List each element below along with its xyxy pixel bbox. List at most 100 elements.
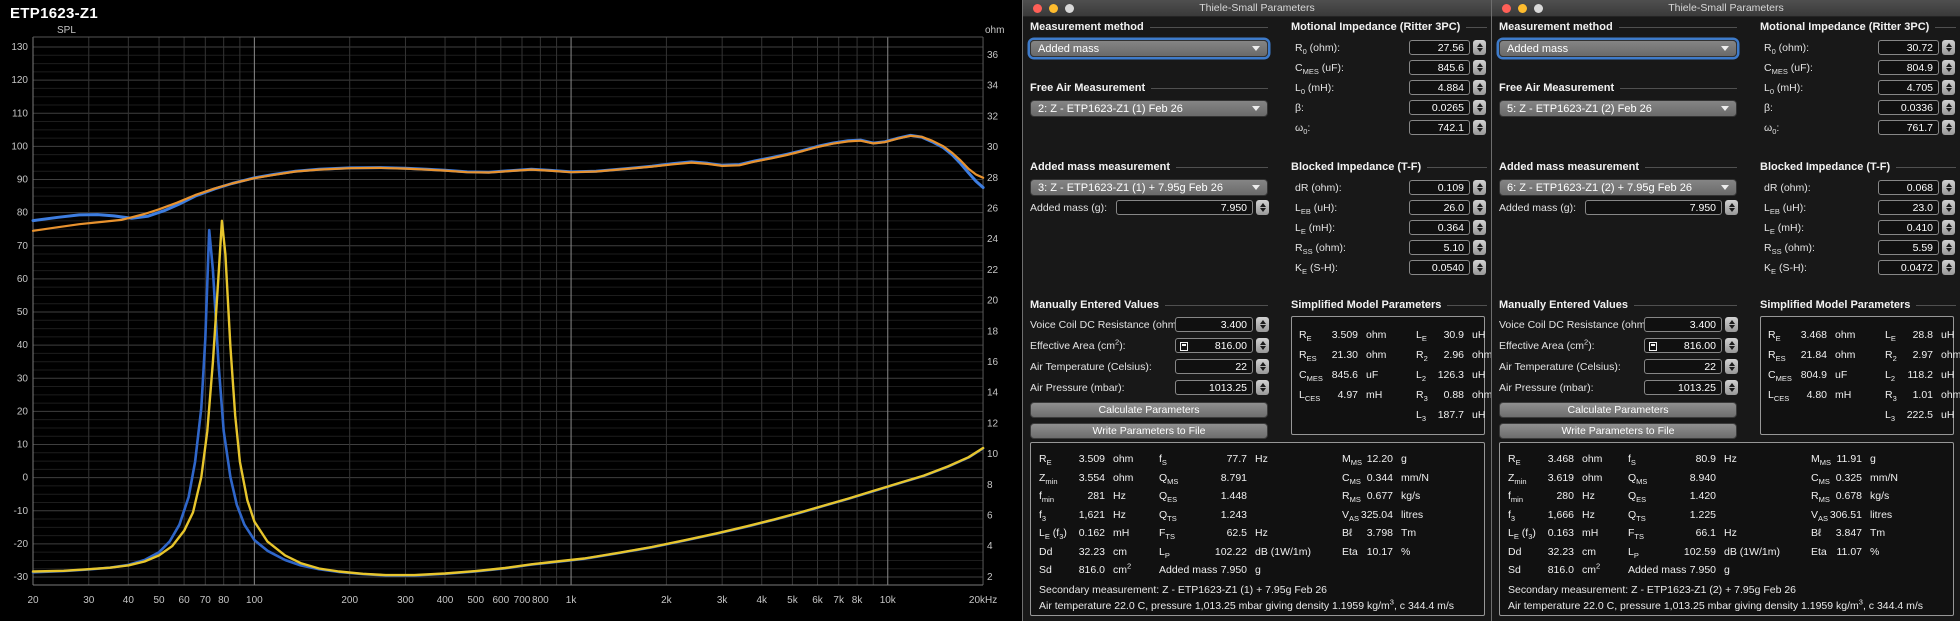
stepper-control[interactable]	[1942, 60, 1955, 75]
stepper-control[interactable]	[1473, 220, 1486, 235]
stepper-control[interactable]	[1473, 100, 1486, 115]
minimize-button[interactable]	[1518, 4, 1527, 13]
stepper-control[interactable]	[1473, 80, 1486, 95]
added-mass-measurement-select[interactable]: 3: Z - ETP1623-Z1 (1) + 7.95g Feb 26	[1030, 179, 1268, 196]
stepper-control[interactable]	[1473, 120, 1486, 135]
ke-input[interactable]: 0.0472	[1878, 260, 1939, 275]
stepper-control[interactable]	[1942, 200, 1955, 215]
omega0-input[interactable]: 761.7	[1878, 120, 1939, 135]
calculate-parameters-button[interactable]: Calculate Parameters	[1499, 402, 1737, 418]
r0-input[interactable]: 27.56	[1409, 40, 1470, 55]
air-pressure-input[interactable]: 1013.25	[1175, 380, 1253, 395]
omega0-input[interactable]: 742.1	[1409, 120, 1470, 135]
chevron-down-icon	[1259, 388, 1266, 392]
free-air-measurement-select[interactable]: 5: Z - ETP1623-Z1 (2) Feb 26	[1499, 100, 1737, 117]
leb-input[interactable]: 26.0	[1409, 200, 1470, 215]
le-input[interactable]: 0.364	[1409, 220, 1470, 235]
result-value: 816.0	[1078, 564, 1105, 576]
air-temperature-input[interactable]: 22	[1175, 359, 1253, 374]
close-button[interactable]	[1033, 4, 1042, 13]
beta-input[interactable]: 0.0265	[1409, 100, 1470, 115]
stepper-control[interactable]	[1256, 380, 1269, 395]
leb-input[interactable]: 23.0	[1878, 200, 1939, 215]
le-input[interactable]: 0.410	[1878, 220, 1939, 235]
stepper-control[interactable]	[1725, 359, 1738, 374]
stepper-control[interactable]	[1942, 120, 1955, 135]
stepper-control[interactable]	[1725, 317, 1738, 332]
result-unit: g	[1401, 453, 1407, 465]
measurement-method-select[interactable]: Added mass	[1030, 40, 1268, 57]
stepper-control[interactable]	[1473, 260, 1486, 275]
calculate-parameters-button[interactable]: Calculate Parameters	[1030, 402, 1268, 418]
result-value: 325.04	[1360, 509, 1393, 521]
cmes-input[interactable]: 804.9	[1878, 60, 1939, 75]
field-value: 0.410	[1906, 221, 1933, 234]
stepper-control[interactable]	[1473, 240, 1486, 255]
chevron-down-icon	[1945, 228, 1952, 232]
result-label: QTS	[1628, 509, 1646, 524]
stepper-control[interactable]	[1256, 338, 1269, 353]
rss-input[interactable]: 5.59	[1878, 240, 1939, 255]
air-temperature-input[interactable]: 22	[1644, 359, 1722, 374]
stepper-control[interactable]	[1473, 180, 1486, 195]
added-mass-measurement-select[interactable]: 6: Z - ETP1623-Z1 (2) + 7.95g Feb 26	[1499, 179, 1737, 196]
beta-input[interactable]: 0.0336	[1878, 100, 1939, 115]
stepper-control[interactable]	[1473, 200, 1486, 215]
param-unit: uH	[1472, 409, 1486, 421]
rss-input[interactable]: 5.10	[1409, 240, 1470, 255]
zoom-button[interactable]	[1534, 4, 1543, 13]
left-column: Measurement method Added mass Free Air Mea…	[1030, 0, 1269, 621]
stepper-control[interactable]	[1473, 60, 1486, 75]
result-label: FTS	[1628, 527, 1645, 542]
dr-input[interactable]: 0.109	[1409, 180, 1470, 195]
field-value: 3.400	[1220, 318, 1247, 331]
y-left-tick-label: 30	[17, 373, 29, 384]
chevron-up-icon	[1728, 383, 1735, 387]
effective-area-input[interactable]: 816.00	[1644, 338, 1722, 353]
voice-coil-dc-resistance-input[interactable]: 3.400	[1175, 317, 1253, 332]
stepper-control[interactable]	[1942, 180, 1955, 195]
stepper-control[interactable]	[1725, 200, 1738, 215]
stepper-control[interactable]	[1942, 80, 1955, 95]
cmes-input[interactable]: 845.6	[1409, 60, 1470, 75]
r0-input[interactable]: 30.72	[1878, 40, 1939, 55]
l0-input[interactable]: 4.884	[1409, 80, 1470, 95]
stepper-control[interactable]	[1725, 338, 1738, 353]
air-pressure-input[interactable]: 1013.25	[1644, 380, 1722, 395]
free-air-measurement-select[interactable]: 2: Z - ETP1623-Z1 (1) Feb 26	[1030, 100, 1268, 117]
ke-input[interactable]: 0.0540	[1409, 260, 1470, 275]
y-left-tick-label: 70	[17, 241, 29, 252]
result-value: 3.468	[1547, 453, 1574, 465]
field-value: 845.6	[1437, 61, 1464, 74]
stepper-control[interactable]	[1942, 100, 1955, 115]
minimize-button[interactable]	[1049, 4, 1058, 13]
stepper-control[interactable]	[1256, 317, 1269, 332]
l0-input[interactable]: 4.705	[1878, 80, 1939, 95]
stepper-control[interactable]	[1942, 260, 1955, 275]
effective-area-input[interactable]: 816.00	[1175, 338, 1253, 353]
stepper-control[interactable]	[1256, 359, 1269, 374]
stepper-control[interactable]	[1942, 240, 1955, 255]
result-unit: Hz	[1582, 490, 1595, 502]
stepper-control[interactable]	[1256, 200, 1269, 215]
param-label: RES	[1299, 349, 1317, 364]
stepper-control[interactable]	[1942, 40, 1955, 55]
dr-input[interactable]: 0.068	[1878, 180, 1939, 195]
stepper-control[interactable]	[1473, 40, 1486, 55]
voice-coil-dc-resistance-input[interactable]: 3.400	[1644, 317, 1722, 332]
write-parameters-button[interactable]: Write Parameters to File	[1030, 423, 1268, 439]
y-right-tick-label: 28	[987, 173, 999, 184]
close-button[interactable]	[1502, 4, 1511, 13]
param-unit: ohm	[1941, 349, 1960, 361]
added-mass-input[interactable]: 7.950	[1116, 200, 1253, 215]
stepper-control[interactable]	[1725, 380, 1738, 395]
measurement-method-select[interactable]: Added mass	[1499, 40, 1737, 57]
zoom-button[interactable]	[1065, 4, 1074, 13]
section-header: Motional Impedance (Ritter 3PC)	[1291, 20, 1487, 33]
y-right-tick-label: 22	[987, 265, 999, 276]
added-mass-input[interactable]: 7.950	[1585, 200, 1722, 215]
y-left-tick-label: 0	[22, 473, 28, 484]
stepper-control[interactable]	[1942, 220, 1955, 235]
section-title: Motional Impedance (Ritter 3PC)	[1291, 20, 1461, 33]
write-parameters-button[interactable]: Write Parameters to File	[1499, 423, 1737, 439]
